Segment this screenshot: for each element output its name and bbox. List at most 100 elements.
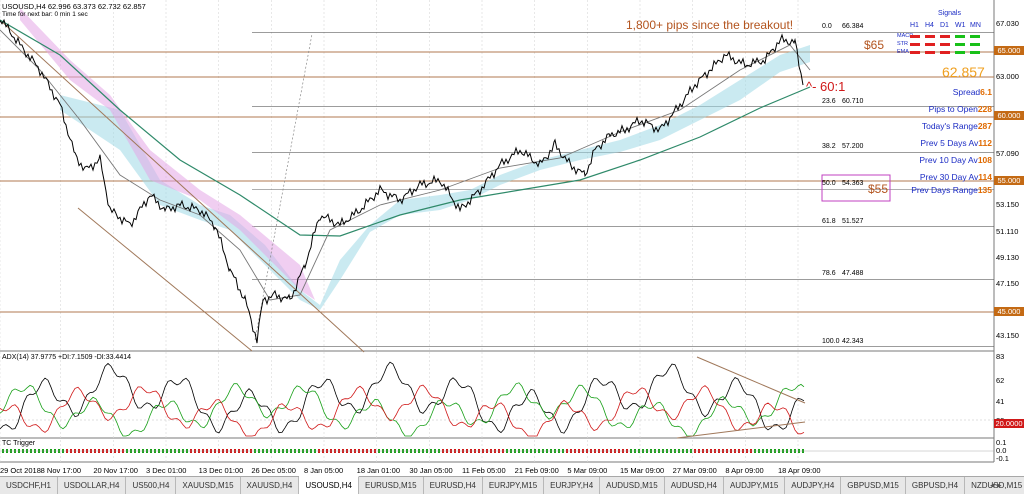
date-tick: 21 Feb 09:00 xyxy=(514,466,559,475)
fast-moving-average xyxy=(0,29,811,301)
tab-scroll-arrows[interactable]: ◂ ▸ xyxy=(990,480,1002,490)
info-value: 228 xyxy=(977,104,992,114)
vertical-grid xyxy=(0,0,799,462)
fib-price-label: 57.200 xyxy=(842,143,864,151)
chart-tab-usousd-h4[interactable]: USOUSD,H4 xyxy=(299,476,360,494)
chart-tab-eurusd-h4[interactable]: EURUSD,H4 xyxy=(424,477,483,494)
info-row: Prev Days Range135 xyxy=(858,185,992,195)
fib-pct-label: 0.0 xyxy=(822,23,832,31)
chart-tab-us500-h4[interactable]: US500,H4 xyxy=(126,477,177,494)
chart-tab-eurusd-m15[interactable]: EURUSD,M15 xyxy=(359,477,424,494)
slow-moving-average xyxy=(0,19,811,237)
fib-price-label: 42.343 xyxy=(842,337,864,345)
signal-timeframe: W1 xyxy=(955,22,966,29)
info-row: Prev 30 Day Av114 xyxy=(858,172,992,182)
info-label: Prev 5 Days Av xyxy=(920,138,979,148)
info-label: Prev 10 Day Av xyxy=(919,155,978,165)
date-tick: 30 Jan 05:00 xyxy=(409,466,453,475)
chart-tab-audjpy-m15[interactable]: AUDJPY,M15 xyxy=(724,477,786,494)
price-tick: 60.000 xyxy=(994,110,1024,120)
adx-tick: 83 xyxy=(996,352,1005,361)
tc-trigger-label: TC Trigger xyxy=(2,440,36,447)
adx-indicator xyxy=(0,361,805,437)
date-tick: 20 Nov 17:00 xyxy=(93,466,138,475)
chart-tab-eurjpy-h4[interactable]: EURJPY,H4 xyxy=(544,477,601,494)
fib-pct-label: 50.0 xyxy=(822,180,836,188)
price-tick: 51.110 xyxy=(996,227,1019,236)
info-label: Spread xyxy=(952,87,981,97)
signal-timeframe: H1 xyxy=(910,22,919,29)
chart-tab-audusd-m15[interactable]: AUDUSD,M15 xyxy=(600,477,665,494)
price-tick: 67.030 xyxy=(996,19,1019,28)
level-55-annotation: $55 xyxy=(868,182,889,196)
info-value: 114 xyxy=(978,172,992,182)
price-tick: 65.000 xyxy=(994,45,1024,55)
info-label: Prev Days Range xyxy=(911,185,978,195)
info-row: Pips to Open228 xyxy=(858,104,992,114)
chart-tab-gbpusd-m15[interactable]: GBPUSD,M15 xyxy=(841,477,906,494)
info-label: Pips to Open xyxy=(928,104,978,114)
signals-title: Signals xyxy=(938,10,961,17)
signal-cell xyxy=(925,43,935,46)
date-tick: 8 Apr 09:00 xyxy=(725,466,764,475)
price-tick: 63.000 xyxy=(996,71,1019,81)
info-label: Prev 30 Day Av xyxy=(919,172,979,182)
fib-pct-label: 23.6 xyxy=(822,97,836,105)
date-tick: 8 Nov 17:00 xyxy=(40,466,82,475)
bar-timer: Time for next bar: 0 min 1 sec xyxy=(2,11,88,18)
date-tick: 3 Dec 01:00 xyxy=(146,466,187,475)
date-tick: 5 Mar 09:00 xyxy=(567,466,608,475)
signal-timeframe: D1 xyxy=(940,22,949,29)
signal-cell xyxy=(910,35,920,38)
date-tick: 18 Jan 01:00 xyxy=(356,466,401,475)
price-series xyxy=(0,18,804,344)
price-tick: 53.150 xyxy=(996,200,1019,210)
signal-cell xyxy=(940,51,950,54)
signal-cell xyxy=(970,51,980,54)
price-tick: 57.090 xyxy=(996,148,1019,158)
chart-tab-bar[interactable]: USDCHF,H1 USDOLLAR,H4 US500,H4 XAUUSD,M15 XA… xyxy=(0,476,1024,494)
fib-pct-label: 78.6 xyxy=(822,270,836,278)
chart-tab-xauusd-h4[interactable]: XAUUSD,H4 xyxy=(241,477,300,494)
chart-tab-usdollar-h4[interactable]: USDOLLAR,H4 xyxy=(58,477,127,494)
price-tick: 49.130 xyxy=(996,252,1019,262)
price-tick: 43.150 xyxy=(996,331,1019,340)
chart-tab-audjpy-h4[interactable]: AUDJPY,H4 xyxy=(785,477,842,494)
date-tick: 13 Dec 01:00 xyxy=(198,466,244,475)
breakout-55-box xyxy=(821,174,891,202)
price-tick: 47.150 xyxy=(996,278,1019,288)
signal-cell xyxy=(955,51,965,54)
chart-tab-audusd-h4[interactable]: AUDUSD,H4 xyxy=(665,477,724,494)
price-tick: 45.000 xyxy=(994,306,1024,316)
ratio-annotation: ^- 60:1 xyxy=(806,79,846,94)
chart-tab-gbpusd-h4[interactable]: GBPUSD,H4 xyxy=(906,477,966,494)
signal-cell xyxy=(910,51,920,54)
info-value: 108 xyxy=(977,155,992,165)
channel-lower-line xyxy=(77,207,253,352)
chart-tab-eurjpy-m15[interactable]: EURJPY,M15 xyxy=(483,477,545,494)
date-tick: 15 Mar 09:00 xyxy=(620,466,665,475)
level-65-annotation: $65 xyxy=(864,38,885,52)
chart-tab-nzdusd-m15[interactable]: NZDUSD,M15 xyxy=(965,477,1024,494)
tc-trigger-indicator xyxy=(0,449,994,453)
info-value: 135 xyxy=(977,185,992,195)
chart-tab-usdchf-h1[interactable]: USDCHF,H1 xyxy=(0,477,58,494)
adx-line xyxy=(0,361,805,434)
adx-tick: 62 xyxy=(996,376,1005,385)
signal-cell xyxy=(970,35,980,38)
fib-price-label: 47.488 xyxy=(842,270,864,278)
symbol-info: USOUSD,H4 62.996 63.373 62.732 62.857 xyxy=(2,2,146,11)
chart-tab-xauusd-m15[interactable]: XAUUSD,M15 xyxy=(176,477,241,494)
headline-annotation: 1,800+ pips since the breakout! xyxy=(626,18,794,32)
signal-cell xyxy=(940,35,950,38)
date-tick: 29 Oct 2018 xyxy=(0,466,41,475)
plus-di-line xyxy=(0,382,805,437)
trigger-tick: -0.1 xyxy=(996,454,1009,463)
info-row: Prev 5 Days Av112 xyxy=(858,138,992,148)
date-tick: 27 Mar 09:00 xyxy=(672,466,717,475)
signal-row-label: MACD xyxy=(897,33,914,39)
signal-cell xyxy=(925,51,935,54)
fib-pct-label: 38.2 xyxy=(822,143,836,151)
price-chart[interactable] xyxy=(0,0,1024,476)
